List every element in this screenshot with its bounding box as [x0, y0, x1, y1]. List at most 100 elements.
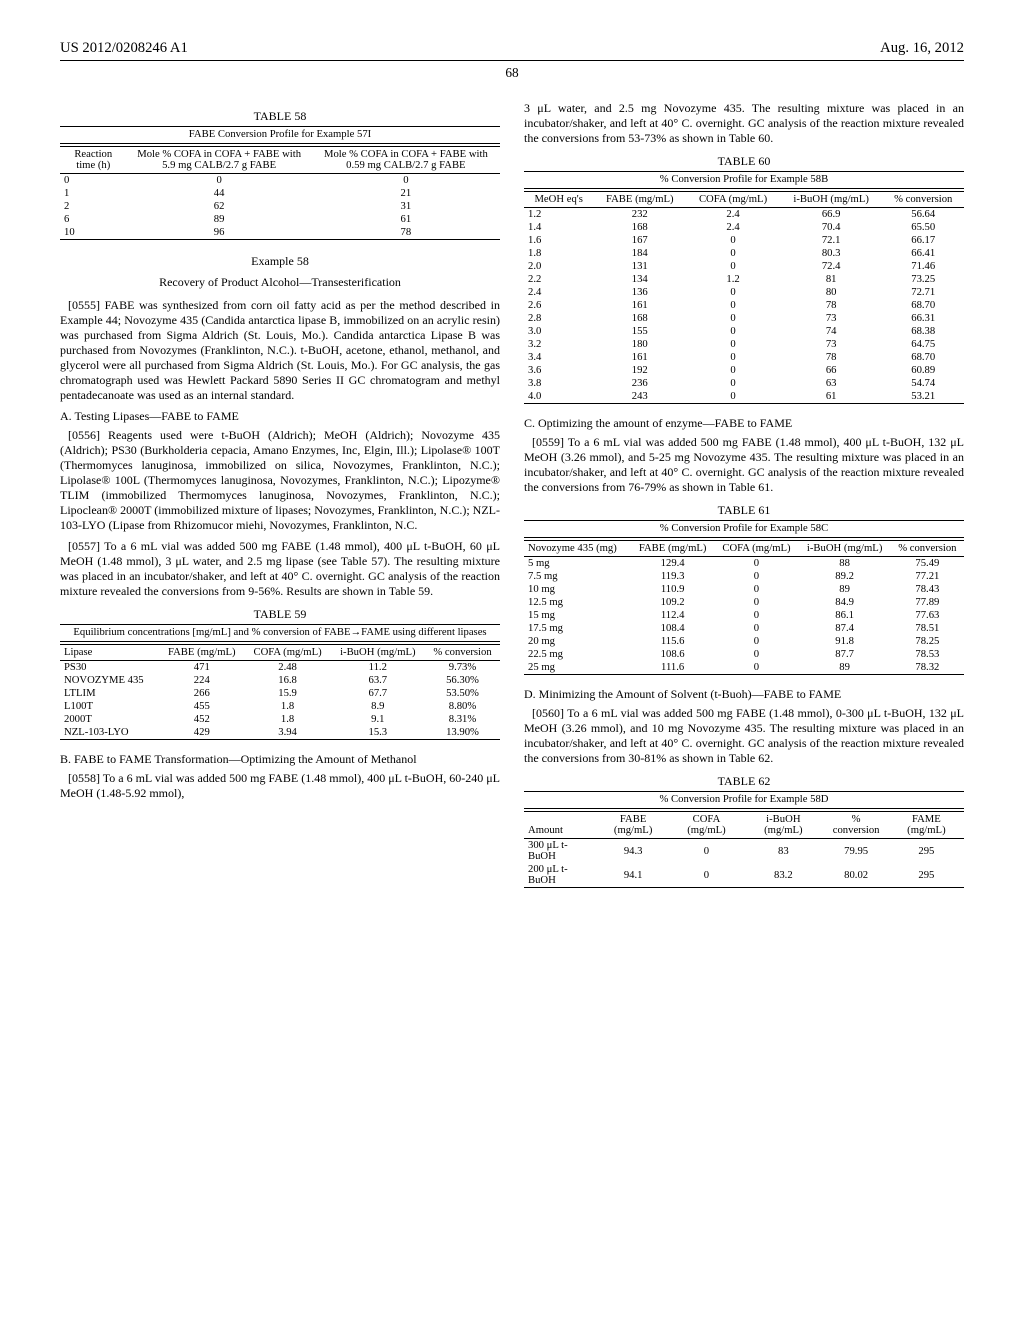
table60-col4: % conversion [882, 192, 964, 208]
table-row: 25 mg111.608978.32 [524, 661, 964, 675]
table-cell: 0 [60, 174, 127, 188]
table-cell: 91.8 [799, 635, 891, 648]
table61-col2: COFA (mg/mL) [714, 541, 798, 557]
table-cell: 68.70 [882, 351, 964, 364]
table-cell: 0 [686, 312, 780, 325]
patent-date: Aug. 16, 2012 [880, 40, 964, 57]
table-cell: 192 [593, 364, 686, 377]
table-row: 7.5 mg119.3089.277.21 [524, 570, 964, 583]
subhead-A: A. Testing Lipases—FABE to FAME [60, 409, 500, 424]
table-cell: 3.4 [524, 351, 593, 364]
table-cell: 68.38 [882, 325, 964, 338]
table-cell: 108.6 [631, 648, 714, 661]
table-cell: 2.48 [245, 661, 331, 675]
table-row: 22.5 mg108.6087.778.53 [524, 648, 964, 661]
table-cell: 167 [593, 234, 686, 247]
table-row: 1.6167072.166.17 [524, 234, 964, 247]
table-cell: 161 [593, 351, 686, 364]
table-cell: 78 [780, 299, 883, 312]
table-cell: 70.4 [780, 221, 883, 234]
table-cell: 83.2 [743, 863, 823, 888]
table-row: 3.619206660.89 [524, 364, 964, 377]
table-cell: 31 [312, 200, 500, 213]
table-cell: 0 [714, 570, 798, 583]
two-column-layout: TABLE 58 FABE Conversion Profile for Exa… [60, 101, 964, 900]
table-cell: 79.95 [823, 839, 888, 864]
table58-col1: Mole % COFA in COFA + FABE with 5.9 mg C… [127, 147, 312, 174]
subhead-B: B. FABE to FAME Transformation—Optimizin… [60, 752, 500, 767]
table-row: NOVOZYME 43522416.863.756.30% [60, 674, 500, 687]
table-cell: 0 [686, 260, 780, 273]
table-cell: 3.6 [524, 364, 593, 377]
table-cell: 0 [670, 863, 744, 888]
table-cell: 243 [593, 390, 686, 404]
table-cell: 94.1 [597, 863, 670, 888]
table-cell: 295 [889, 863, 964, 888]
table-cell: 88 [799, 557, 891, 571]
table-row: L100T4551.88.98.80% [60, 700, 500, 713]
subhead-D: D. Minimizing the Amount of Solvent (t-B… [524, 687, 964, 702]
table-cell: 0 [686, 234, 780, 247]
table-cell: 87.7 [799, 648, 891, 661]
table59-subcaption: Equilibrium concentrations [mg/mL] and %… [60, 627, 500, 642]
table-cell: 61 [312, 213, 500, 226]
table60-col1: FABE (mg/mL) [593, 192, 686, 208]
table-cell: 15 mg [524, 609, 631, 622]
table-cell: 119.3 [631, 570, 714, 583]
table-cell: 1.8 [524, 247, 593, 260]
table60-col0: MeOH eq's [524, 192, 593, 208]
table-cell: 168 [593, 221, 686, 234]
table-cell: 2.4 [524, 286, 593, 299]
table-cell: 2.4 [686, 208, 780, 222]
table-cell: 3.8 [524, 377, 593, 390]
table-row: 2.616107868.70 [524, 299, 964, 312]
table-cell: 300 μL t-BuOH [524, 839, 597, 864]
table-row: 1.22322.466.956.64 [524, 208, 964, 222]
table-cell: 89 [127, 213, 312, 226]
para-0555: [0555] FABE was synthesized from corn oi… [60, 298, 500, 403]
table58-subcaption: FABE Conversion Profile for Example 57I [60, 129, 500, 144]
table-row: 15 mg112.4086.177.63 [524, 609, 964, 622]
table-cell: 83 [743, 839, 823, 864]
table-cell: 155 [593, 325, 686, 338]
table-cell: NOVOZYME 435 [60, 674, 159, 687]
table-cell: 8.9 [331, 700, 425, 713]
table-cell: 184 [593, 247, 686, 260]
table-cell: 17.5 mg [524, 622, 631, 635]
table-cell: 25 mg [524, 661, 631, 675]
table-cell: 72.1 [780, 234, 883, 247]
table-row: 2.21341.28173.25 [524, 273, 964, 286]
table-cell: 2.0 [524, 260, 593, 273]
table62-col4: % conversion [823, 812, 888, 839]
table-cell: 78.43 [891, 583, 964, 596]
table-cell: 53.50% [425, 687, 500, 700]
table-row: 200 μL t-BuOH94.1083.280.02295 [524, 863, 964, 888]
table-cell: 9.73% [425, 661, 500, 675]
table59-caption: TABLE 59 [60, 607, 500, 622]
table-cell: 161 [593, 299, 686, 312]
table-cell: 12.5 mg [524, 596, 631, 609]
table-cell: 232 [593, 208, 686, 222]
table-cell: 77.63 [891, 609, 964, 622]
left-column: TABLE 58 FABE Conversion Profile for Exa… [60, 101, 500, 900]
table62-col1: FABE (mg/mL) [597, 812, 670, 839]
table62-col2: COFA (mg/mL) [670, 812, 744, 839]
table-cell: 77.21 [891, 570, 964, 583]
table-cell: 0 [686, 325, 780, 338]
table-cell: 180 [593, 338, 686, 351]
table-row: 10 mg110.908978.43 [524, 583, 964, 596]
table-row: 5 mg129.408875.49 [524, 557, 964, 571]
table-cell: 16.8 [245, 674, 331, 687]
table61-col1: FABE (mg/mL) [631, 541, 714, 557]
table58-col2: Mole % COFA in COFA + FABE with 0.59 mg … [312, 147, 500, 174]
table-cell: 0 [686, 364, 780, 377]
table-cell: 134 [593, 273, 686, 286]
table-cell: 89 [799, 661, 891, 675]
table-cell: 224 [159, 674, 244, 687]
para-0557: [0557] To a 6 mL vial was added 500 mg F… [60, 539, 500, 599]
table-row: 17.5 mg108.4087.478.51 [524, 622, 964, 635]
table-cell: 56.64 [882, 208, 964, 222]
table-cell: 21 [312, 187, 500, 200]
table58-body: 000144212623168961109678 [60, 174, 500, 240]
table-cell: 73.25 [882, 273, 964, 286]
